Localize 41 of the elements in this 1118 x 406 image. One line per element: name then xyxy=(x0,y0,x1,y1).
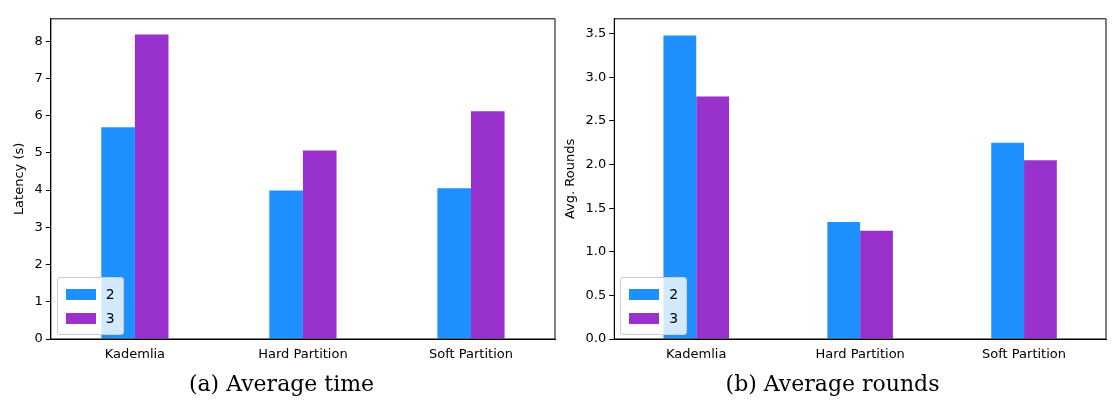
y-tick-label: 7 xyxy=(34,69,43,85)
y-tick-label: 6 xyxy=(34,106,43,122)
text: (a) Average time xyxy=(188,370,375,396)
y-tick-label: 3.0 xyxy=(585,68,607,84)
bar xyxy=(991,142,1025,339)
y-tick-label: 2.5 xyxy=(585,112,607,128)
bar xyxy=(696,96,730,339)
x-tick-label: Hard Partition xyxy=(258,346,348,362)
y-tick-label: 1.5 xyxy=(585,199,607,215)
bar xyxy=(134,34,169,339)
y-axis-title: Latency (s) xyxy=(11,142,27,216)
y-tick-label: 2.0 xyxy=(585,155,607,171)
y-tick-label: 1 xyxy=(34,293,43,309)
text: (b) Average rounds xyxy=(725,370,940,396)
y-tick-label: 1.0 xyxy=(585,243,607,259)
bar xyxy=(269,190,303,339)
legend-label: 2 xyxy=(669,286,679,302)
legend-label: 3 xyxy=(669,310,679,326)
bar xyxy=(470,111,505,339)
y-tick-label: 5 xyxy=(34,144,43,160)
y-tick-label: 0 xyxy=(34,330,43,346)
bar xyxy=(860,230,893,339)
bar xyxy=(1024,160,1057,339)
x-tick-label: Soft Partition xyxy=(428,346,513,362)
x-tick-label: Hard Partition xyxy=(815,346,905,362)
x-tick-label: Soft Partition xyxy=(982,346,1067,362)
bar xyxy=(827,222,861,339)
bar xyxy=(437,188,471,339)
y-tick-label: 3 xyxy=(34,218,43,234)
y-tick-label: 3.5 xyxy=(585,25,607,41)
y-tick-label: 0.5 xyxy=(585,286,607,302)
x-tick-label: Kademlia xyxy=(666,346,727,362)
y-tick-label: 8 xyxy=(34,32,43,48)
y-tick-label: 2 xyxy=(34,255,43,271)
y-tick-label: 4 xyxy=(34,181,43,197)
x-tick-label: Kademlia xyxy=(104,346,166,362)
y-axis-title: Avg. Rounds xyxy=(562,138,578,220)
legend-label: 2 xyxy=(105,286,115,302)
y-tick-label: 0.0 xyxy=(585,330,607,346)
legend-label: 3 xyxy=(105,310,115,326)
bar xyxy=(302,150,337,339)
